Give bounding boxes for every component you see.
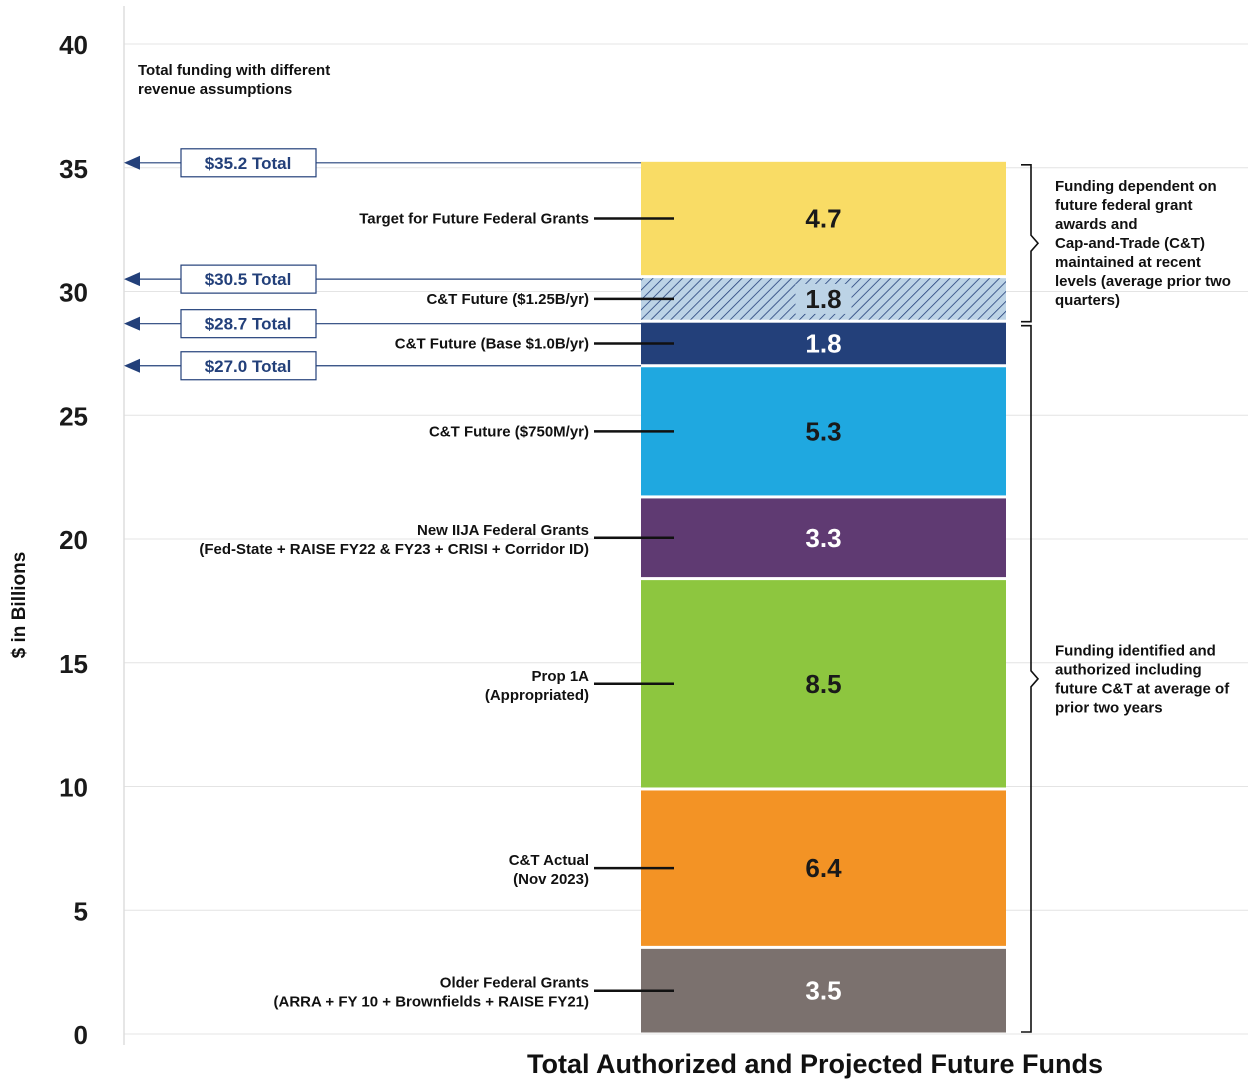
total-arrowhead — [124, 358, 140, 373]
bar-segment — [641, 322, 1006, 365]
bracket-note-line: Funding dependent on — [1055, 178, 1217, 195]
segment-category-label: Target for Future Federal Grants — [359, 210, 589, 227]
y-tick-label: 30 — [59, 278, 88, 308]
segment-category-label: C&T Future ($1.25B/yr) — [426, 291, 589, 308]
total-markers: $35.2 Total $30.5 Total $28.7 Total $27.0 T… — [124, 148, 641, 381]
y-axis-label: $ in Billions — [9, 552, 30, 659]
segment-category-sublabel: (Nov 2023) — [513, 871, 589, 888]
segment-value-label: 4.7 — [805, 203, 841, 233]
segment-value-label: 6.4 — [805, 853, 842, 883]
y-tick-label: 15 — [59, 649, 88, 679]
y-tick-label: 10 — [59, 773, 88, 803]
bracket-note-line: awards and — [1055, 216, 1138, 233]
segment-value-label: 8.5 — [805, 669, 841, 699]
bracket-note-line: levels (average prior two — [1055, 273, 1231, 290]
y-tick-label: 5 — [74, 896, 88, 926]
segment-category-label: C&T Actual — [509, 852, 589, 869]
segment-category-label: Older Federal Grants — [440, 975, 589, 992]
y-tick-labels: 0 5 10 15 20 25 30 35 40 — [59, 30, 88, 1050]
bracket-note-line: future federal grant — [1055, 197, 1193, 214]
totals-title-line: Total funding with different — [138, 62, 330, 79]
x-axis-label: Total Authorized and Projected Future Fu… — [527, 1049, 1103, 1079]
bar-segment — [641, 790, 1006, 946]
segment-category-sublabel: (Fed-State + RAISE FY22 & FY23 + CRISI +… — [199, 541, 589, 558]
segment-value-label: 3.5 — [805, 976, 841, 1006]
segment-value-label: 1.8 — [805, 328, 841, 358]
bar-segment — [641, 580, 1006, 788]
total-label-box — [180, 309, 317, 339]
bar-segment — [641, 161, 1006, 276]
bracket-note-line: quarters) — [1055, 292, 1120, 309]
bar-segment — [641, 948, 1006, 1033]
y-tick-label: 35 — [59, 154, 88, 184]
segment-category-sublabel: (ARRA + FY 10 + Brownfields + RAISE FY21… — [274, 994, 590, 1011]
bar-segment — [641, 498, 1006, 578]
bracket — [1021, 324, 1040, 1033]
bar-segment — [641, 367, 1006, 496]
segment-category-label: C&T Future ($750M/yr) — [429, 423, 589, 440]
total-arrowhead — [124, 272, 140, 287]
segment-category-label: Prop 1A — [531, 668, 589, 685]
total-arrowhead — [124, 155, 140, 170]
bracket-note-line: future C&T at average of — [1055, 680, 1230, 697]
segment-category-sublabel: (Appropriated) — [485, 687, 589, 704]
bracket-notes: Funding dependent on future federal grant… — [1021, 164, 1231, 1033]
y-tick-label: 0 — [74, 1020, 88, 1050]
y-tick-label: 25 — [59, 401, 88, 431]
value-label-backdrop — [795, 283, 852, 314]
totals-title: Total funding with different revenue ass… — [138, 62, 334, 98]
totals-title-line: revenue assumptions — [138, 81, 292, 98]
segment-value-label: 5.3 — [805, 416, 841, 446]
bracket-note-line: authorized including — [1055, 661, 1202, 678]
bracket-note-line: Funding identified and — [1055, 642, 1216, 659]
bracket-note: Funding dependent on future federal grant… — [1055, 178, 1231, 309]
total-label: $28.7 Total — [205, 315, 292, 334]
bracket-note-line: prior two years — [1055, 699, 1163, 716]
total-label-box — [180, 351, 317, 381]
bracket-note: Funding identified and authorized includi… — [1055, 642, 1230, 716]
total-label-box — [180, 148, 317, 178]
segment-labels: 3.5 Older Federal Grants (ARRA + FY 10 + B… — [199, 203, 842, 1010]
total-label: $35.2 Total — [205, 154, 292, 173]
total-arrowhead — [124, 316, 140, 331]
segment-category-label: C&T Future (Base $1.0B/yr) — [395, 335, 589, 352]
y-tick-label: 20 — [59, 525, 88, 555]
total-label-box — [180, 264, 317, 294]
bracket-note-line: Cap-and-Trade (C&T) — [1055, 235, 1205, 252]
segment-category-label: New IIJA Federal Grants — [417, 522, 589, 539]
total-label: $27.0 Total — [205, 357, 292, 376]
total-label: $30.5 Total — [205, 270, 292, 289]
segment-value-label: 3.3 — [805, 523, 841, 553]
bar-segments — [641, 161, 1006, 1033]
segment-value-label: 1.8 — [805, 284, 841, 314]
bracket-note-line: maintained at recent — [1055, 254, 1201, 271]
y-tick-label: 40 — [59, 30, 88, 60]
bracket — [1021, 164, 1040, 323]
